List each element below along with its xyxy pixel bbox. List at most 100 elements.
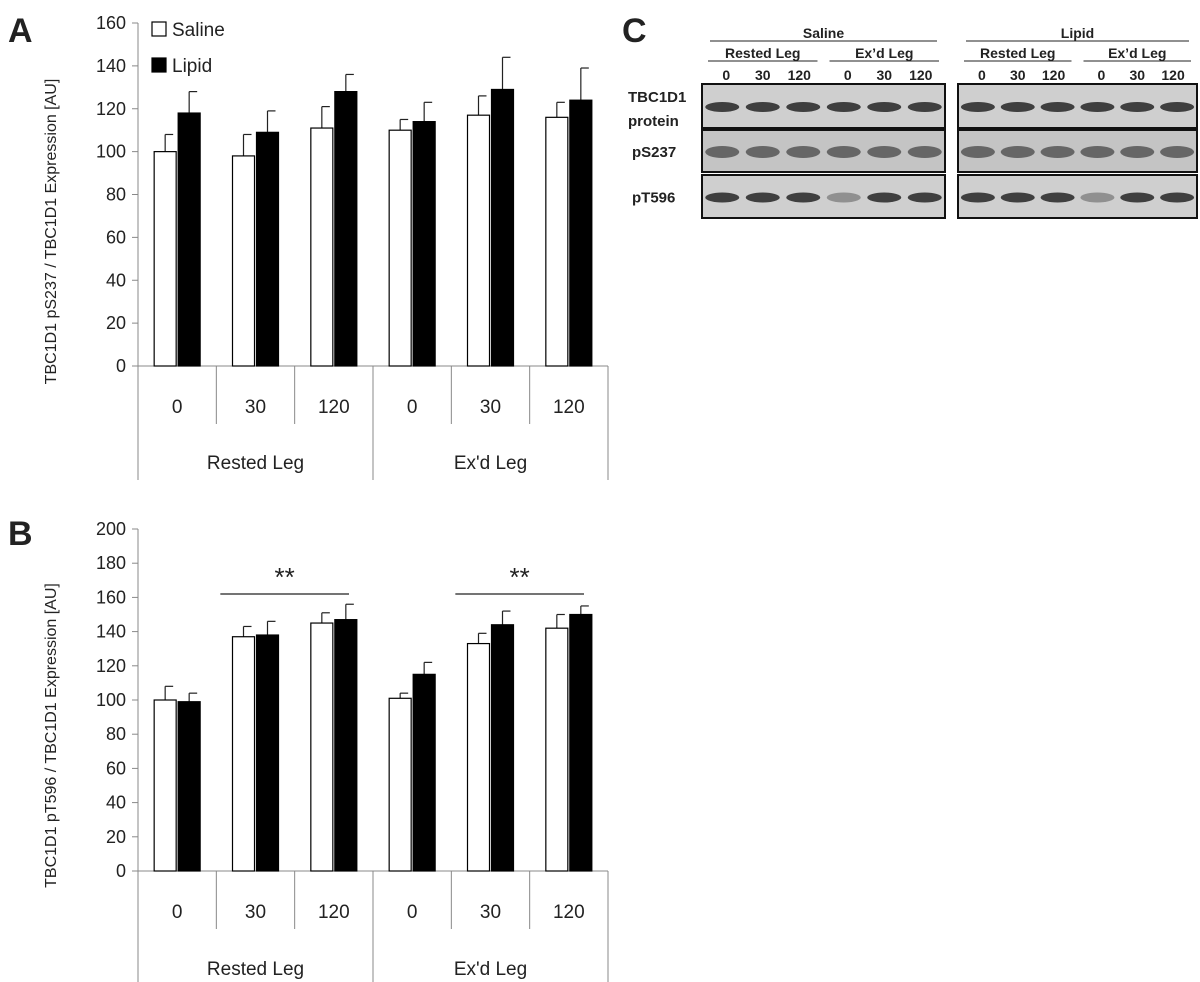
legend-label-lipid: Lipid [172,56,212,77]
blot-band [745,146,780,158]
blot-band [1000,146,1035,158]
bar-lipid [177,112,201,367]
group-label: Rested Leg [207,959,304,980]
x-tick-label: 30 [245,902,266,923]
blot-row-label: TBC1D1 [628,89,686,106]
group-label: Rested Leg [207,453,304,474]
chart-panel-a: A 0 20 40 60 80 100 120 140 160 TBC1D1 pS237 / TBC… [8,12,609,480]
bar-saline [388,129,412,367]
blot-band [786,146,821,158]
x-tick-label: 120 [318,902,350,923]
blot-lane-label: 0 [722,67,730,83]
y-tick-label: 160 [96,587,126,607]
blot-band [867,102,902,112]
blot-band [745,102,780,112]
blot-condition-label: Saline [803,25,844,41]
blot-strip [701,174,946,219]
blot-lane-label: 120 [788,67,812,83]
x-tick-label: 0 [407,902,418,923]
blot-band [867,146,902,158]
chart-panel-b: B 0 20 40 60 80 100 120 140 160 180 200 TBC1D1 pT596… [8,515,609,982]
blot-strip [701,129,946,173]
legend-swatch-saline [151,21,167,37]
blot-lane-label: 0 [978,67,986,83]
y-tick-label: 120 [96,99,126,119]
y-tick-label: 40 [106,270,126,290]
blot-subgroup-label: Rested Leg [725,45,800,61]
y-tick-label: 0 [116,861,126,881]
blot-strip [957,129,1198,173]
bar-saline [153,151,177,367]
bar-lipid [255,634,280,872]
y-tick-label: 60 [106,227,126,247]
bar-lipid [255,131,280,367]
blot-lane-label: 30 [876,67,892,83]
x-tick-label: 0 [407,397,418,418]
bar-lipid [490,88,515,367]
blot-band [1080,102,1115,112]
y-axis-label: TBC1D1 pT596 / TBC1D1 Expression [AU] [43,583,60,888]
panel-label: B [8,515,33,553]
blot-band [1120,192,1155,203]
blot-row-label: protein [628,113,679,130]
significance-marker: ** [510,562,530,592]
y-tick-label: 80 [106,724,126,744]
blot-band [1040,192,1075,203]
blot-band [1160,102,1195,112]
bar-saline [466,642,491,872]
significance-marker: ** [275,562,295,592]
y-tick-label: 160 [96,13,126,33]
x-tick-label: 30 [245,397,266,418]
y-axis-label: TBC1D1 pS237 / TBC1D1 Expression [AU] [43,79,60,385]
legend-label-saline: Saline [172,20,225,41]
blot-band [1000,102,1035,112]
bar-saline [310,622,334,872]
bar-lipid [334,619,358,872]
blot-band [826,192,861,203]
y-tick-label: 60 [106,758,126,778]
bar-saline [153,699,177,872]
panel-label: C [622,12,647,50]
y-tick-label: 100 [96,142,126,162]
y-tick-label: 120 [96,656,126,676]
blot-strip [957,174,1198,219]
y-tick-label: 140 [96,56,126,76]
blot-band [960,192,995,203]
blot-subgroup-label: Ex’d Leg [1108,45,1166,61]
blot-strip [701,83,946,129]
blot-band [1000,192,1035,203]
x-tick-label: 120 [553,902,585,923]
blot-band [1040,146,1075,158]
y-tick-label: 80 [106,185,126,205]
blot-strip [957,83,1198,129]
panel-label: A [8,12,33,50]
group-label: Ex'd Leg [454,453,527,474]
x-tick-label: 0 [172,397,183,418]
x-tick-label: 120 [553,397,585,418]
blot-lane-label: 120 [1161,67,1185,83]
y-tick-label: 0 [116,356,126,376]
blot-condition-label: Lipid [1061,25,1094,41]
legend: Saline Lipid [151,20,225,77]
bar-lipid [569,613,593,872]
x-tick-label: 0 [172,902,183,923]
bar-lipid [569,99,593,367]
blot-band [1040,102,1075,112]
y-tick-label: 40 [106,793,126,813]
y-tick-label: 100 [96,690,126,710]
y-tick-label: 20 [106,313,126,333]
bar-saline [231,636,256,872]
bar-lipid [177,701,201,872]
blot-band [907,102,942,112]
bar-saline [388,697,412,872]
x-tick-label: 30 [480,397,501,418]
bar-lipid [490,624,515,872]
blot-lane-label: 0 [844,67,852,83]
blot-band [907,146,942,158]
blot-band [867,192,902,203]
blot-band [907,192,942,203]
x-tick-label: 120 [318,397,350,418]
blot-band [1120,146,1155,158]
blot-band [960,146,995,158]
